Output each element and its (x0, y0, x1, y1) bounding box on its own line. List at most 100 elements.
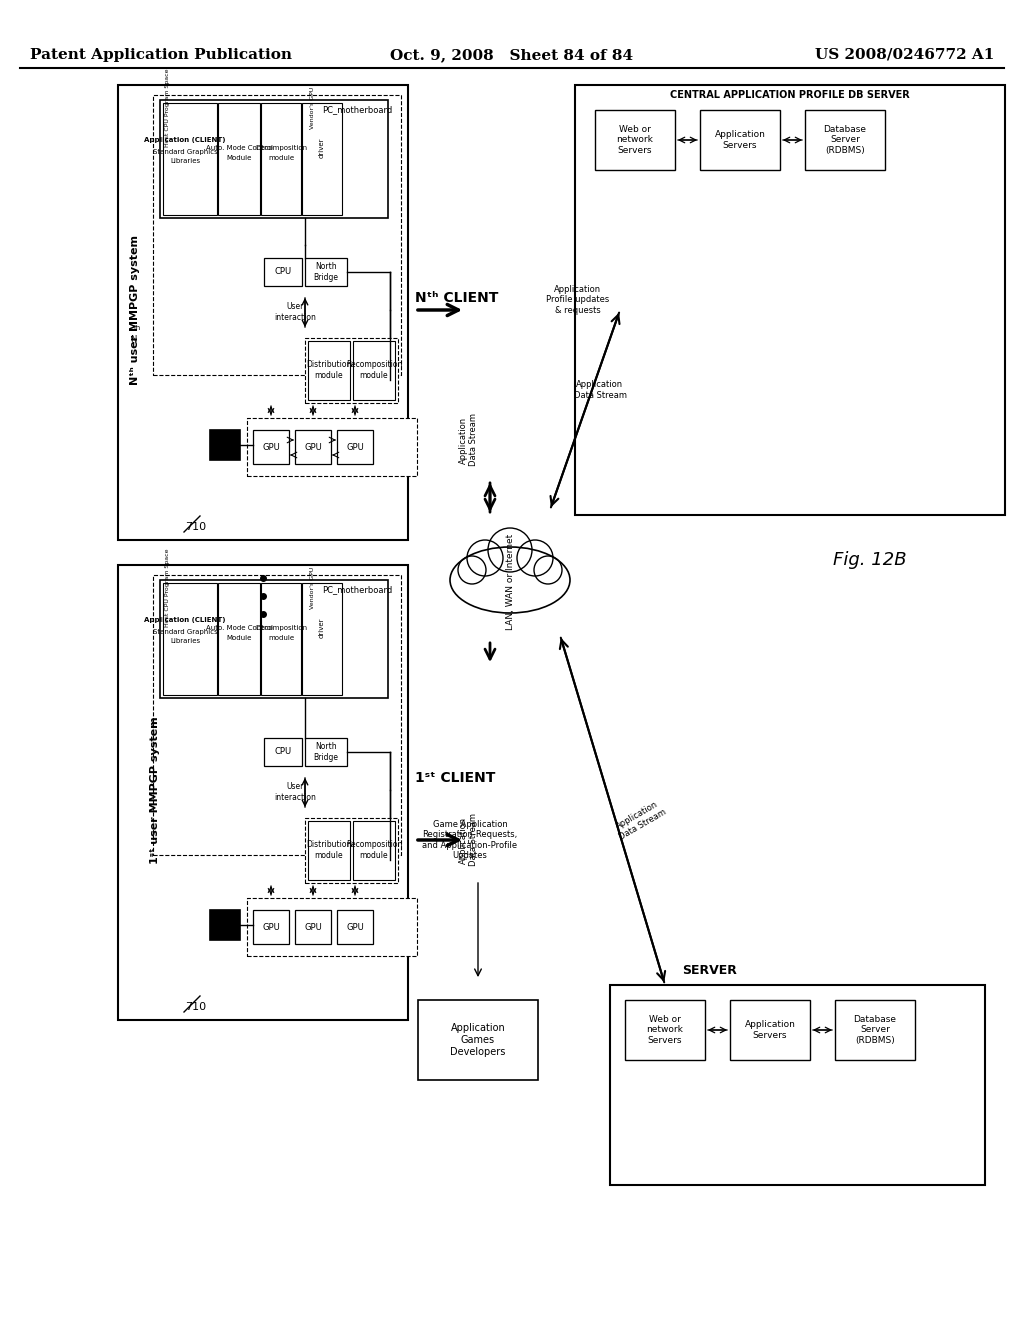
Bar (253, 909, 289, 944)
Text: Recomposition
module: Recomposition module (346, 841, 402, 859)
Bar (218, 103, 260, 215)
Bar (295, 909, 331, 944)
Bar (153, 95, 401, 375)
Text: Database
Server
(RDBMS): Database Server (RDBMS) (853, 1015, 896, 1045)
Bar (261, 103, 301, 215)
Text: Web or
network
Servers: Web or network Servers (616, 125, 653, 154)
Bar (337, 430, 373, 465)
Circle shape (467, 540, 503, 576)
Circle shape (488, 528, 532, 572)
Bar (218, 583, 260, 696)
Bar (153, 576, 401, 855)
Bar (210, 430, 240, 459)
Text: Nᵗʰ user MMPGP system: Nᵗʰ user MMPGP system (130, 235, 140, 385)
Text: Application
Data Stream: Application Data Stream (573, 380, 627, 400)
Text: th: th (133, 325, 140, 331)
Bar (253, 430, 289, 465)
Text: Application: Application (459, 416, 468, 463)
Bar (625, 1001, 705, 1060)
Bar (610, 985, 985, 1185)
Circle shape (458, 556, 486, 583)
Text: Application (CLIENT): Application (CLIENT) (144, 137, 225, 143)
Bar (305, 338, 398, 403)
Text: Auto. Mode Control: Auto. Mode Control (206, 145, 272, 150)
Text: display: display (213, 919, 238, 925)
Bar (160, 579, 388, 698)
Bar (302, 583, 342, 696)
Bar (264, 738, 302, 766)
Text: GPU: GPU (304, 923, 322, 932)
Text: Data Stream: Data Stream (469, 413, 478, 466)
Text: Module: Module (226, 154, 252, 161)
Text: CPU: CPU (274, 747, 292, 756)
Bar (305, 738, 347, 766)
Text: Libraries: Libraries (170, 638, 200, 644)
Bar (308, 341, 350, 400)
Bar (805, 110, 885, 170)
Bar (730, 1001, 810, 1060)
Bar (118, 84, 408, 540)
Text: module: module (268, 635, 294, 642)
Text: Application
Games
Developers: Application Games Developers (451, 1023, 506, 1056)
Bar (700, 110, 780, 170)
Bar (163, 583, 217, 696)
Text: North
Bridge: North Bridge (313, 742, 339, 762)
Text: GPU: GPU (262, 923, 280, 932)
Bar (160, 100, 388, 218)
Text: User
interaction: User interaction (274, 302, 316, 322)
Text: User
interaction: User interaction (274, 783, 316, 801)
Bar (118, 565, 408, 1020)
Text: PC_motherboard: PC_motherboard (322, 586, 392, 594)
Text: GPU: GPU (262, 442, 280, 451)
Bar (163, 103, 217, 215)
Text: CENTRAL APPLICATION PROFILE DB SERVER: CENTRAL APPLICATION PROFILE DB SERVER (670, 90, 910, 100)
Text: module: module (268, 154, 294, 161)
Text: LAN, WAN or Internet: LAN, WAN or Internet (506, 533, 514, 630)
Text: 710: 710 (185, 1002, 207, 1012)
Circle shape (534, 556, 562, 583)
Text: 1ˢᵗ CLIENT: 1ˢᵗ CLIENT (415, 771, 496, 785)
Text: Libraries: Libraries (170, 158, 200, 164)
Bar (305, 257, 347, 286)
Text: Vendor's GPU: Vendor's GPU (310, 566, 315, 609)
Text: Standard Graphics: Standard Graphics (153, 149, 217, 154)
Bar (295, 430, 331, 465)
Text: US 2008/0246772 A1: US 2008/0246772 A1 (815, 48, 994, 62)
Text: Distribution
module: Distribution module (306, 841, 351, 859)
Text: GPU: GPU (304, 442, 322, 451)
Text: Application
Servers: Application Servers (715, 131, 765, 149)
Text: Recomposition
module: Recomposition module (346, 360, 402, 380)
Circle shape (517, 540, 553, 576)
Bar (264, 257, 302, 286)
Ellipse shape (450, 546, 570, 612)
Text: Application
Data Stream: Application Data Stream (612, 799, 668, 842)
Bar (302, 103, 342, 215)
Text: SERVER: SERVER (683, 964, 737, 977)
Bar (575, 84, 1005, 515)
Text: Standard Graphics: Standard Graphics (153, 630, 217, 635)
Text: Game Application
Registration-Requests,
and Application-Profile
Updates: Game Application Registration-Requests, … (422, 820, 517, 861)
Bar (308, 821, 350, 880)
Text: Application
Profile updates
& requests: Application Profile updates & requests (547, 285, 609, 315)
Bar (835, 1001, 915, 1060)
Text: Application (CLIENT): Application (CLIENT) (144, 616, 225, 623)
Bar (418, 1001, 538, 1080)
Bar (305, 818, 398, 883)
Text: N: N (130, 335, 136, 345)
Text: Web or
network
Servers: Web or network Servers (646, 1015, 683, 1045)
Text: Oct. 9, 2008   Sheet 84 of 84: Oct. 9, 2008 Sheet 84 of 84 (390, 48, 634, 62)
Text: 1ˢᵗ user MMPGP system: 1ˢᵗ user MMPGP system (150, 717, 160, 863)
Text: Patent Application Publication: Patent Application Publication (30, 48, 292, 62)
Text: Distribution
module: Distribution module (306, 360, 351, 380)
Text: Fig. 12B: Fig. 12B (834, 550, 907, 569)
Text: Decomposition: Decomposition (255, 145, 307, 150)
Bar (261, 583, 301, 696)
Text: display: display (213, 440, 238, 445)
Text: Data Stream: Data Stream (469, 813, 478, 866)
Text: GPU: GPU (346, 442, 364, 451)
Text: Nᵗʰ CLIENT: Nᵗʰ CLIENT (415, 290, 499, 305)
Text: Auto. Mode Control: Auto. Mode Control (206, 624, 272, 631)
Text: driver: driver (319, 618, 325, 639)
Bar (247, 418, 417, 477)
Text: Host CPU Program Space: Host CPU Program Space (165, 69, 170, 148)
